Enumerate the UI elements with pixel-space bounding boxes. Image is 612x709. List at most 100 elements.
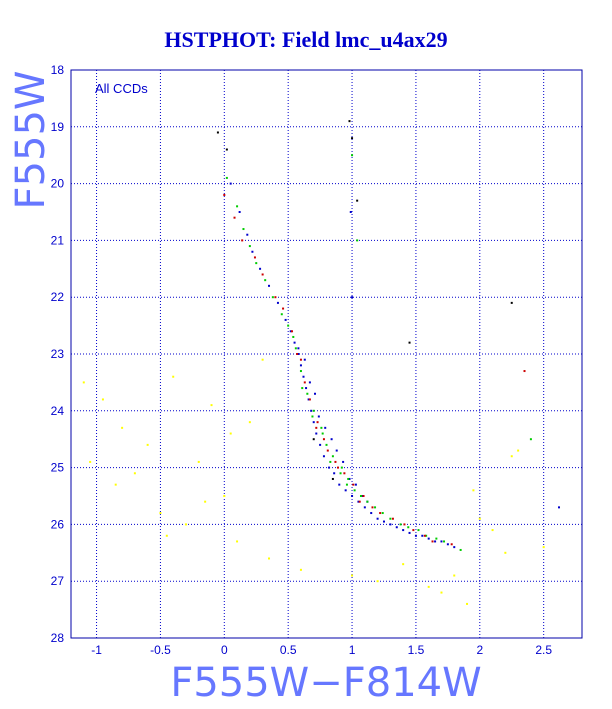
data-point: [308, 398, 311, 401]
data-point: [349, 211, 352, 213]
data-point: [236, 540, 239, 543]
data-point: [435, 537, 438, 540]
chart-title: HSTPHOT: Field lmc_u4ax29: [164, 27, 447, 52]
plot-frame: [70, 69, 583, 639]
data-point: [303, 358, 306, 361]
data-point: [319, 443, 322, 446]
x-tick-label: 2: [476, 643, 483, 657]
data-point: [246, 233, 249, 236]
data-point: [425, 534, 428, 537]
data-point: [352, 483, 355, 486]
data-point: [159, 512, 162, 515]
data-point: [376, 580, 379, 583]
data-point: [310, 409, 313, 412]
data-point: [330, 438, 333, 441]
data-point: [114, 483, 117, 486]
data-point: [292, 335, 295, 338]
data-point: [289, 330, 292, 333]
data-point: [315, 432, 318, 435]
data-point: [335, 449, 338, 452]
data-point: [184, 523, 187, 526]
data-point: [371, 506, 374, 509]
data-point: [312, 421, 315, 424]
data-point: [311, 415, 314, 418]
data-point: [358, 500, 361, 503]
data-point: [268, 557, 271, 560]
data-point: [347, 477, 350, 480]
data-point: [510, 455, 513, 458]
data-point: [331, 477, 334, 480]
data-point: [296, 353, 299, 355]
data-point: [431, 540, 434, 543]
data-point: [348, 120, 351, 123]
data-point: [359, 495, 362, 497]
y-tick-label: 22: [51, 290, 65, 304]
data-point: [299, 364, 302, 367]
data-point: [357, 500, 360, 503]
x-tick-labels: -1 -0.5 0 0.5 1 1.5 2 2.5: [91, 643, 552, 657]
y-tick-label: 26: [51, 517, 65, 531]
data-point: [223, 495, 226, 497]
y-tick-label: 23: [51, 347, 65, 361]
data-point: [197, 460, 200, 463]
data-point: [376, 517, 379, 520]
data-point: [334, 460, 337, 463]
data-point: [391, 517, 394, 520]
data-point: [291, 330, 294, 333]
data-point: [326, 449, 329, 452]
data-point: [344, 489, 347, 492]
data-point: [402, 563, 405, 566]
data-point: [268, 284, 271, 287]
data-point: [299, 568, 302, 571]
x-tick-label: -0.5: [150, 643, 171, 657]
data-point: [339, 472, 342, 475]
data-point: [345, 483, 348, 486]
data-point: [351, 137, 354, 140]
data-point: [558, 506, 561, 509]
data-point: [312, 409, 315, 412]
data-point: [89, 460, 92, 463]
data-point: [366, 500, 369, 503]
data-point: [407, 526, 410, 529]
data-point: [351, 154, 354, 157]
x-tick-label: 0: [221, 643, 228, 657]
data-point: [389, 517, 392, 520]
data-point: [284, 318, 287, 321]
annotation-all-ccds: All CCDs: [95, 81, 148, 96]
data-point: [229, 432, 232, 435]
data-point: [306, 392, 309, 395]
data-points: [82, 120, 561, 605]
data-point: [261, 273, 264, 276]
data-point: [353, 489, 356, 492]
data-point: [389, 523, 392, 526]
data-point: [414, 534, 417, 537]
y-tick-label: 18: [51, 63, 65, 77]
x-tick-label: 0.5: [280, 643, 297, 657]
data-point: [248, 245, 251, 248]
data-point: [336, 466, 339, 469]
data-point: [82, 381, 85, 384]
data-point: [446, 543, 449, 546]
data-point: [440, 540, 443, 543]
data-point: [504, 551, 507, 554]
x-tick-label: 1: [349, 643, 356, 657]
data-point: [280, 313, 283, 316]
data-point: [443, 540, 446, 543]
data-point: [317, 415, 320, 418]
data-point: [241, 239, 244, 242]
data-point: [440, 591, 443, 594]
data-point: [248, 421, 251, 424]
data-point: [329, 460, 332, 463]
data-point: [402, 529, 405, 532]
data-point: [253, 256, 256, 259]
data-point: [225, 176, 228, 179]
data-point: [294, 347, 297, 350]
data-point: [223, 193, 226, 196]
y-axis-label: F555W: [8, 71, 54, 210]
data-point: [302, 375, 305, 378]
data-point: [381, 512, 384, 515]
data-point: [293, 341, 296, 344]
data-point: [121, 426, 124, 429]
data-point: [348, 477, 351, 480]
